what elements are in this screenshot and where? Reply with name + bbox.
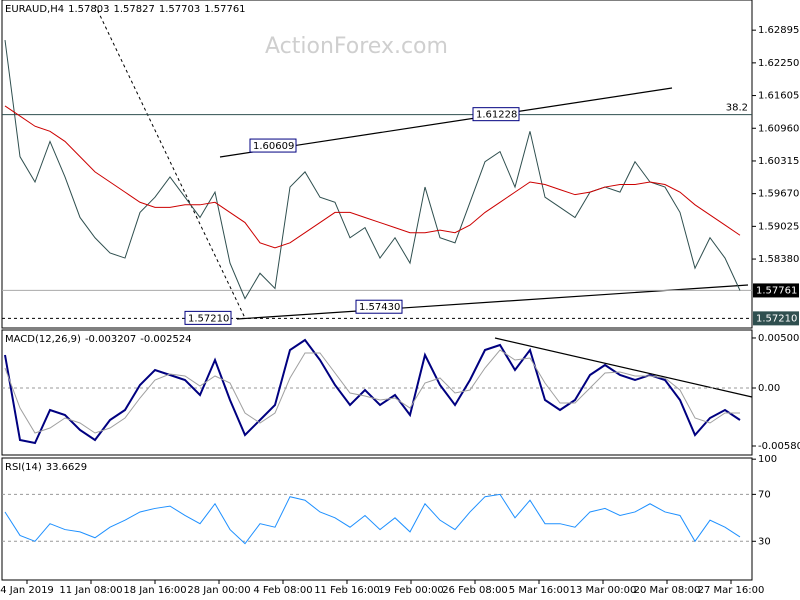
quote-value: 1.57827: [113, 4, 154, 15]
y-tick-label: 70: [758, 489, 771, 500]
y-tick-label: 1.60960: [758, 123, 799, 134]
x-tick-label: 13 Mar 00:00: [570, 585, 637, 596]
panel-title: RSI(14): [5, 462, 42, 473]
panel-frame: [1, 329, 753, 456]
annotation-box: [249, 138, 297, 153]
annotation-box: [355, 299, 403, 314]
quote-value: -0.003207: [85, 334, 136, 345]
panel-title: EURAUD,H4: [5, 4, 64, 15]
trend-line: [94, 4, 246, 319]
panel-title: MACD(12,26,9): [5, 334, 81, 345]
y-tick-label: 0.00: [758, 383, 780, 394]
x-tick-label: 5 Mar 16:00: [509, 585, 569, 596]
quote-value: 1.57703: [159, 4, 200, 15]
annotation-box: [472, 107, 520, 122]
series-line: [4, 39, 741, 300]
x-tick-label: 4 Feb 08:00: [253, 585, 312, 596]
y-tick-label: 1.61605: [758, 91, 799, 102]
y-tick-label: 1.62895: [758, 25, 799, 36]
panel-header: RSI(14) 33.6629: [5, 462, 87, 473]
x-tick-label: 28 Jan 00:00: [187, 585, 250, 596]
x-tick-label: 4 Jan 2019: [0, 585, 54, 596]
price-marker-box: [753, 283, 799, 298]
series-line: [4, 349, 740, 434]
quote-value: 1.57803: [68, 4, 109, 15]
y-tick-label: 1.59025: [758, 221, 799, 232]
y-tick-label: 1.58380: [758, 254, 799, 265]
y-tick-label: 1.60315: [758, 156, 799, 167]
y-tick-label: 100: [758, 454, 777, 465]
watermark: ActionForex.com: [265, 34, 448, 59]
annotation-label: 1.57430: [359, 302, 400, 313]
panel-frame: [1, 457, 753, 581]
x-tick-label: 20 Mar 08:00: [634, 585, 701, 596]
y-tick-label: 0.005003: [758, 333, 800, 344]
y-tick-label: 1.62250: [758, 58, 799, 69]
annotation-box: [184, 310, 232, 325]
panel-header: MACD(12,26,9) -0.003207 -0.002524: [5, 334, 192, 345]
quote-value: 33.6629: [46, 462, 87, 473]
price-marker-label: 1.57761: [756, 285, 797, 296]
panel-header: EURAUD,H4 1.57803 1.57827 1.57703 1.57761: [5, 4, 246, 15]
annotation-label: 1.57210: [188, 313, 229, 324]
y-tick-label: -0.005801: [758, 441, 800, 452]
y-tick-label: 1.59670: [758, 189, 799, 200]
level-label: 38.2: [726, 103, 748, 114]
x-tick-label: 11 Feb 16:00: [314, 585, 380, 596]
annotation-label: 1.61228: [476, 110, 517, 121]
y-tick-label: 30: [758, 536, 771, 547]
quote-value: -0.002524: [140, 334, 191, 345]
x-tick-label: 26 Feb 08:00: [442, 585, 508, 596]
series-line: [4, 493, 741, 545]
macd-trend-line: [494, 337, 753, 398]
price-marker-box: [753, 311, 799, 326]
panel-frame: [1, 0, 753, 329]
x-tick-label: 19 Feb 00:00: [378, 585, 444, 596]
quote-value: 1.57761: [204, 4, 245, 15]
x-tick-label: 27 Mar 16:00: [698, 585, 765, 596]
x-tick-label: 18 Jan 16:00: [123, 585, 186, 596]
price-marker-label: 1.57210: [756, 313, 797, 324]
annotation-label: 1.60609: [253, 141, 294, 152]
series-line: [4, 105, 741, 249]
x-tick-label: 11 Jan 08:00: [59, 585, 122, 596]
